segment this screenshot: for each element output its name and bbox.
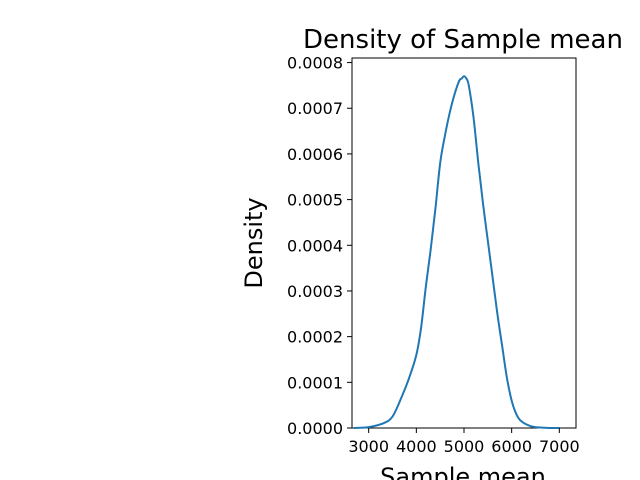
y-tick-label-2: 0.0002 bbox=[287, 328, 343, 347]
y-axis: 0.0000 0.0001 0.0002 0.0003 0.0004 0.0005 0.00… bbox=[287, 54, 352, 438]
x-tick-label-3: 6000 bbox=[491, 437, 532, 456]
y-tick-label-4: 0.0004 bbox=[287, 236, 343, 255]
y-tick-label-3: 0.0003 bbox=[287, 282, 343, 301]
x-tick-label-0: 3000 bbox=[348, 437, 389, 456]
y-tick-label-5: 0.0005 bbox=[287, 191, 343, 210]
x-axis: 3000 4000 5000 6000 7000 bbox=[348, 428, 580, 456]
y-tick-label-7: 0.0007 bbox=[287, 99, 343, 118]
chart-title: Density of Sample mean bbox=[303, 25, 623, 55]
plot-frame bbox=[351, 57, 577, 429]
y-tick-label-0: 0.0000 bbox=[287, 419, 343, 438]
y-tick-label-8: 0.0008 bbox=[287, 54, 343, 73]
y-tick-label-1: 0.0001 bbox=[287, 373, 343, 392]
x-axis-label: Sample mean bbox=[380, 463, 546, 480]
x-tick-label-4: 7000 bbox=[539, 437, 580, 456]
y-axis-label: Density bbox=[240, 197, 268, 288]
series-layer bbox=[353, 75, 561, 430]
density-series-0-points bbox=[353, 75, 561, 430]
x-tick-label-2: 5000 bbox=[444, 437, 485, 456]
density-series-0-line bbox=[353, 75, 561, 430]
plot-area bbox=[351, 57, 577, 430]
x-tick-label-1: 4000 bbox=[396, 437, 437, 456]
y-tick-label-6: 0.0006 bbox=[287, 145, 343, 164]
